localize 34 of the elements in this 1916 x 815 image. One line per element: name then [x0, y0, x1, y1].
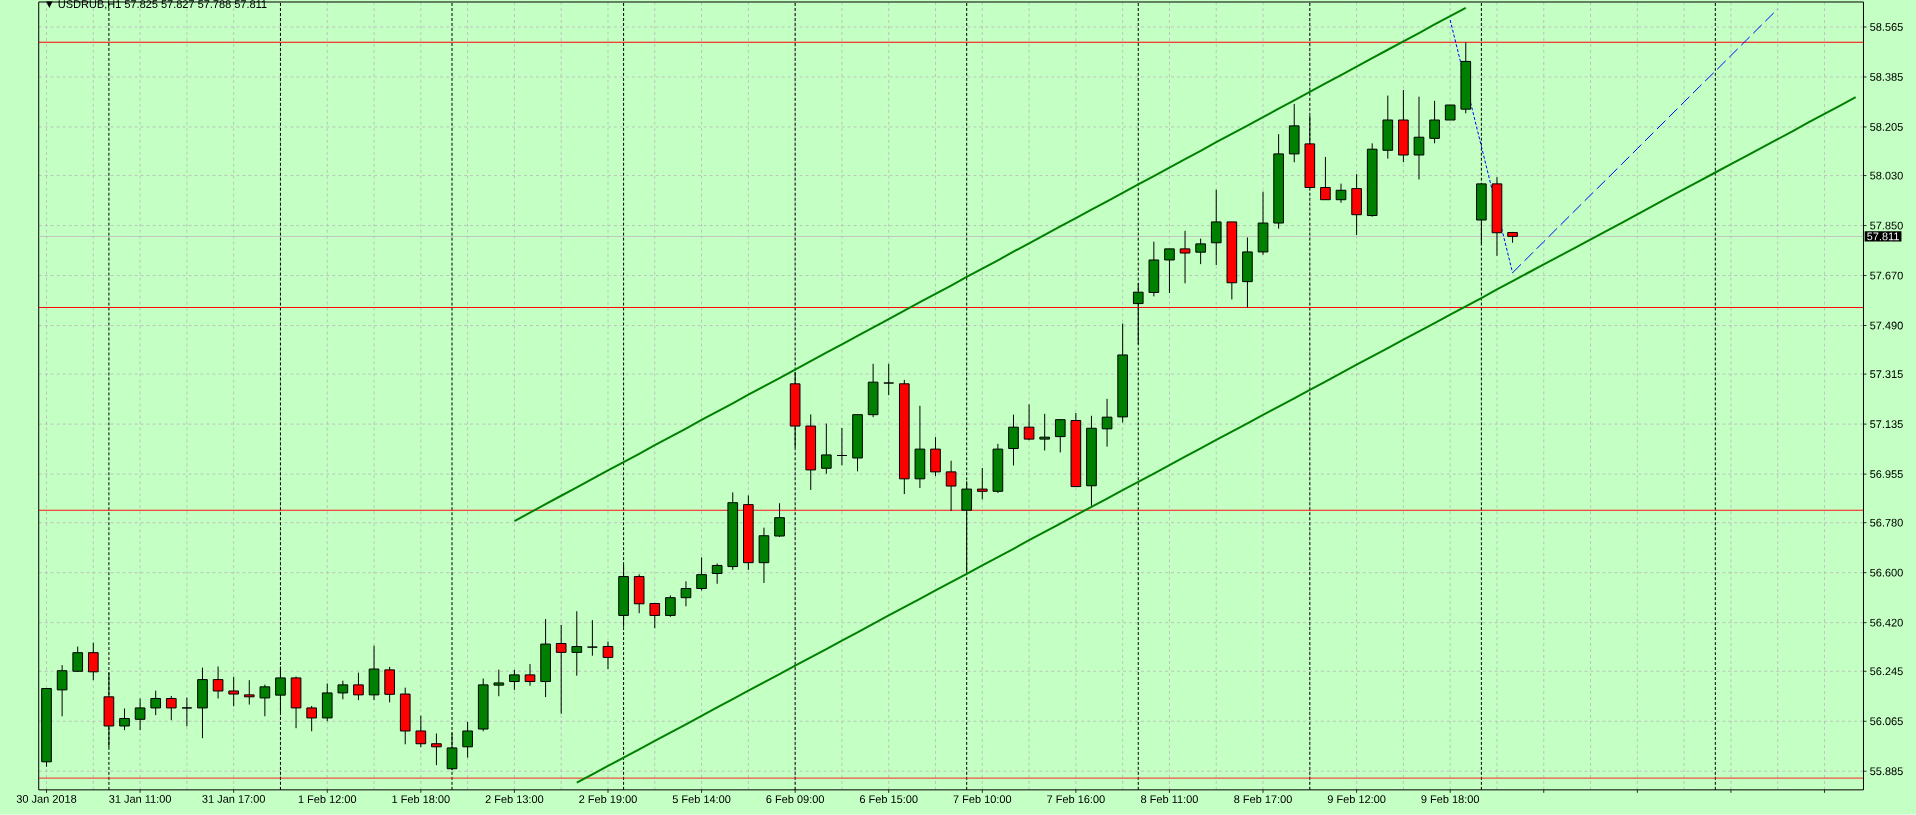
- x-tick-label: 1 Feb 18:00: [392, 795, 450, 804]
- x-tick-label: 2 Feb 13:00: [485, 795, 544, 804]
- y-tick-label: 57.490: [1870, 321, 1903, 330]
- y-tick-label: 56.420: [1870, 618, 1903, 627]
- x-tick-label: 8 Feb 17:00: [1234, 795, 1292, 804]
- y-tick-label: 58.030: [1870, 171, 1903, 180]
- x-tick-label: 7 Feb 16:00: [1047, 795, 1105, 804]
- chart-title: ▼ USDRUB,H1 57.825 57.827 57.788 57.811: [46, 0, 267, 10]
- x-tick-label: 31 Jan 11:00: [109, 795, 172, 803]
- x-tick-label: 9 Feb 18:00: [1421, 795, 1480, 804]
- y-tick-label: 55.885: [1870, 767, 1903, 776]
- x-tick-label: 7 Feb 10:00: [953, 795, 1012, 804]
- y-tick-label: 57.135: [1870, 420, 1903, 429]
- x-tick-label: 5 Feb 14:00: [672, 795, 731, 804]
- x-tick-label: 8 Feb 11:00: [1141, 795, 1198, 804]
- x-tick-label: 1 Feb 12:00: [298, 795, 357, 804]
- x-tick-label: 2 Feb 19:00: [579, 795, 637, 804]
- y-tick-label: 56.955: [1870, 470, 1903, 479]
- x-tick-label: 6 Feb 09:00: [766, 795, 825, 804]
- ref-line-label: 57.811: [1867, 232, 1899, 241]
- y-tick-label: 57.315: [1870, 370, 1903, 379]
- y-tick-label: 57.670: [1870, 271, 1903, 280]
- y-tick-label: 56.600: [1870, 568, 1903, 577]
- x-tick-label: 6 Feb 15:00: [859, 795, 918, 804]
- y-tick-label: 58.205: [1870, 123, 1903, 131]
- y-tick-label: 57.850: [1870, 221, 1903, 230]
- x-tick-label: 30 Jan 2018: [16, 795, 77, 803]
- y-tick-label: 56.245: [1870, 667, 1903, 676]
- x-tick-label: 31 Jan 17:00: [202, 795, 265, 803]
- y-tick-label: 56.780: [1870, 518, 1903, 527]
- y-tick-label: 56.065: [1870, 717, 1903, 726]
- x-tick-label: 9 Feb 12:00: [1327, 795, 1386, 804]
- y-tick-label: 58.385: [1870, 73, 1903, 81]
- y-tick-label: 58.565: [1870, 23, 1903, 31]
